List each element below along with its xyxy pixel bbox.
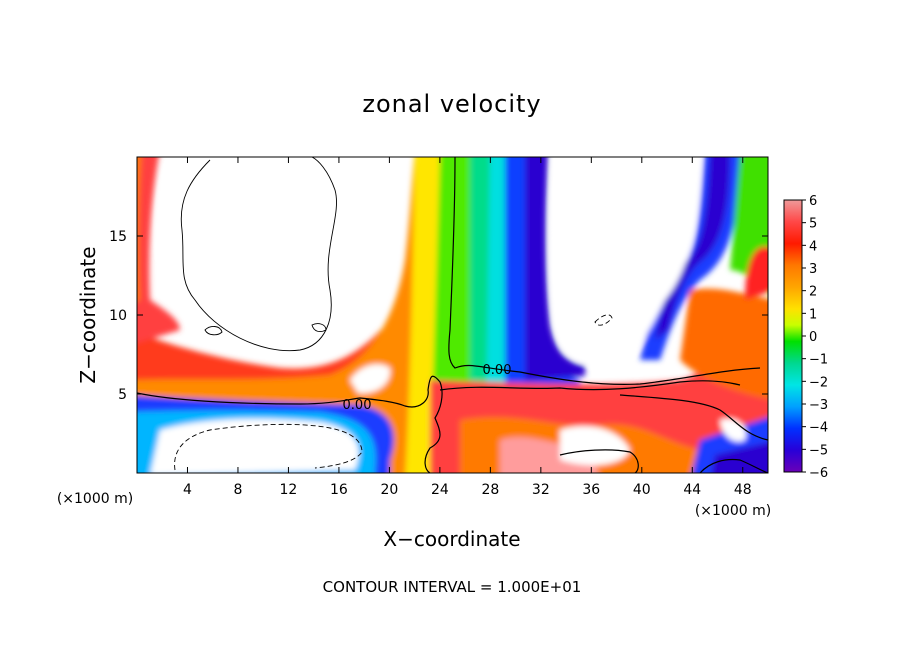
y-tick-label-10: 10 — [109, 308, 127, 324]
contour-label-2: 0.00 — [343, 398, 372, 413]
colorbar-tick-label-1: 5 — [809, 217, 817, 232]
colorbar-tick-label-12: −6 — [809, 466, 828, 481]
x-tick-label-16: 16 — [330, 482, 348, 498]
x-tick-label-36: 36 — [582, 482, 600, 498]
y-tick-label-5: 5 — [118, 387, 127, 403]
contour-label-1: 0.00 — [483, 363, 512, 378]
colorbar-tick-label-9: −3 — [809, 398, 828, 413]
colorbar-tick-label-7: −1 — [809, 353, 828, 368]
y-axis-label: Z−coordinate — [76, 246, 100, 383]
colorbar-tick-label-11: −5 — [809, 443, 828, 458]
colorbar — [783, 199, 803, 473]
y-axis: 5 10 15 — [109, 229, 768, 403]
colorbar-tick-label-5: 1 — [809, 307, 817, 322]
colorbar-tick-label-6: 0 — [809, 330, 817, 345]
contour-interval-note: CONTOUR INTERVAL = 1.000E+01 — [323, 578, 582, 596]
z-unit-label: (×1000 m) — [57, 491, 133, 507]
x-tick-label-4: 4 — [183, 482, 192, 498]
colorbar-tick-label-0: 6 — [809, 194, 817, 209]
x-tick-label-24: 24 — [431, 482, 449, 498]
colorbar-tick-label-3: 3 — [809, 262, 817, 277]
velocity-field — [137, 157, 768, 473]
colorbar-tick-label-4: 2 — [809, 285, 817, 300]
x-tick-label-8: 8 — [233, 482, 242, 498]
x-tick-label-44: 44 — [683, 482, 701, 498]
x-unit-label: (×1000 m) — [695, 503, 771, 519]
x-tick-label-12: 12 — [280, 482, 298, 498]
x-axis: 4 8 12 16 20 24 28 32 36 40 44 48 — [183, 157, 752, 498]
chart-title: zonal velocity — [362, 90, 541, 118]
x-tick-label-48: 48 — [734, 482, 752, 498]
y-tick-label-15: 15 — [109, 229, 127, 245]
colorbar-tick-label-8: −2 — [809, 375, 828, 390]
colorbar-ticks: 6 5 4 3 2 1 0 −1 −2 −3 −4 −5 −6 — [802, 194, 828, 481]
x-tick-label-28: 28 — [481, 482, 499, 498]
x-tick-label-20: 20 — [380, 482, 398, 498]
x-tick-label-32: 32 — [532, 482, 550, 498]
x-tick-label-40: 40 — [633, 482, 651, 498]
colorbar-tick-label-10: −4 — [809, 421, 828, 436]
colorbar-tick-label-2: 4 — [809, 239, 817, 254]
x-axis-label: X−coordinate — [383, 527, 520, 551]
